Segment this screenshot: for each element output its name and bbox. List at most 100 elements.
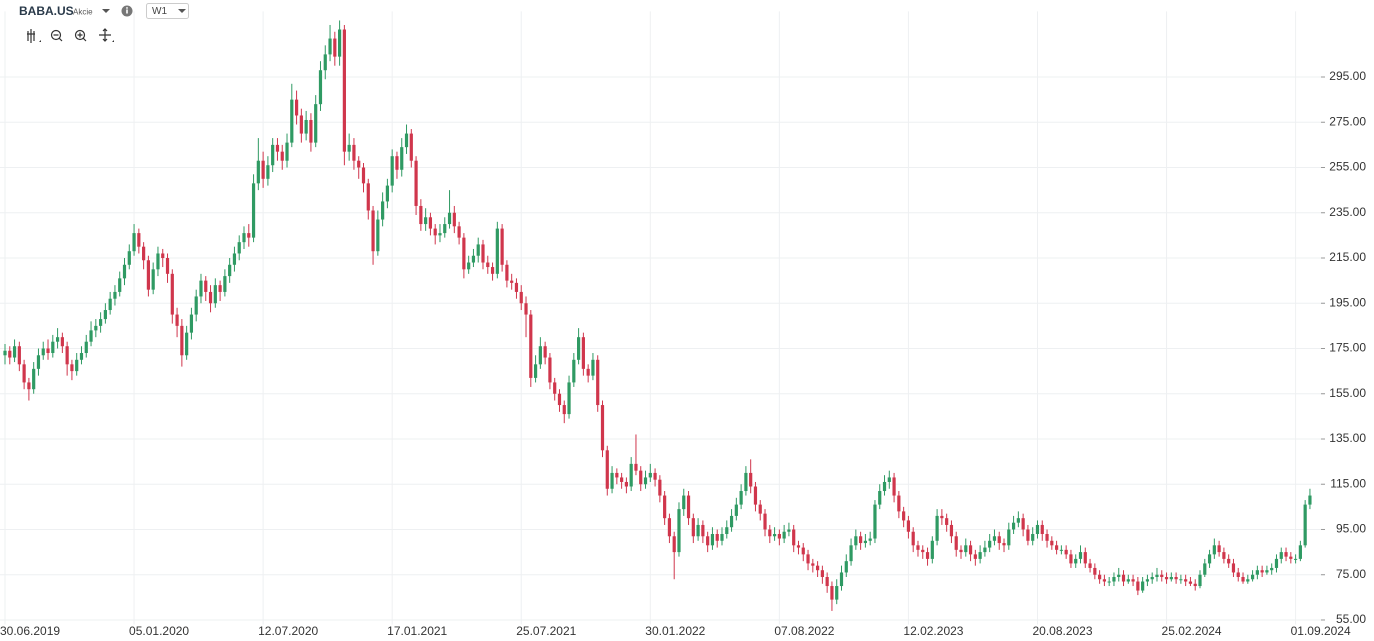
candle-body: [945, 518, 949, 525]
candle-body: [600, 405, 605, 451]
candle-body: [1260, 570, 1264, 573]
candle-body: [352, 144, 356, 161]
candle-body: [801, 547, 805, 555]
x-tick-label: 30.01.2022: [645, 624, 705, 638]
candle-body: [715, 534, 719, 541]
candle-body: [1184, 579, 1188, 582]
candle-body: [251, 183, 256, 238]
candle-body: [347, 144, 351, 152]
candle-body: [99, 319, 103, 326]
candle-body: [146, 260, 150, 290]
candle-body: [792, 529, 796, 546]
candle-body: [180, 325, 184, 356]
interval-dropdown: [178, 9, 186, 13]
candle-body: [854, 536, 858, 546]
candle-body: [1294, 558, 1298, 560]
candle-body: [385, 185, 389, 202]
candle-body: [1164, 576, 1169, 580]
candle-body: [428, 217, 433, 229]
candle-body: [213, 285, 217, 304]
candle-body: [189, 314, 194, 333]
candle-body: [1212, 545, 1216, 555]
candle-body: [1093, 567, 1097, 575]
candle-body: [629, 463, 633, 487]
candle-body: [978, 552, 982, 559]
candle-body: [768, 529, 772, 537]
candle-body: [973, 554, 977, 559]
candle-body: [1308, 495, 1312, 505]
candle-body: [290, 99, 294, 143]
candle-body: [161, 253, 165, 258]
symbol-dropdown[interactable]: [102, 9, 110, 13]
candle-body: [538, 346, 542, 365]
candle-body: [663, 495, 667, 519]
crosshair-icon[interactable]: [99, 28, 111, 42]
candle-body: [208, 291, 213, 304]
interval-select[interactable]: [146, 3, 189, 19]
candle-body: [968, 545, 973, 555]
candle-body: [1203, 563, 1207, 575]
candle-body: [930, 540, 934, 559]
candle-body: [304, 119, 308, 134]
candle-body: [1059, 549, 1063, 551]
y-tick-label: 255.00: [1329, 160, 1366, 174]
candle-body: [490, 267, 495, 274]
candle-body: [1007, 529, 1011, 546]
candle-body: [639, 470, 643, 485]
candle-body: [75, 359, 79, 372]
candle-body: [658, 479, 662, 496]
candle-body: [137, 233, 141, 247]
candle-body: [811, 563, 815, 566]
y-tick-label: 195.00: [1329, 295, 1366, 309]
candle-body: [261, 160, 265, 179]
zoom-in-icon[interactable]: [74, 29, 86, 41]
candle-body: [758, 504, 762, 514]
candle-body: [452, 212, 456, 227]
candle-body: [706, 536, 710, 546]
candle-body: [12, 346, 17, 358]
candle-body: [882, 481, 887, 492]
candle-body: [729, 515, 734, 528]
candle-body: [1117, 574, 1121, 577]
candle-body: [710, 534, 715, 546]
candle-body: [376, 219, 380, 252]
zoom-out-icon[interactable]: [50, 29, 62, 41]
candle-body: [1045, 534, 1049, 541]
candle-body: [1169, 576, 1173, 580]
candle-body: [844, 561, 848, 573]
candle-body: [667, 518, 672, 537]
candle-body: [151, 269, 155, 290]
candle-body: [309, 119, 313, 143]
candle-body: [610, 472, 614, 489]
candle-body: [1207, 554, 1212, 564]
candle-body: [103, 310, 107, 320]
candle-body: [132, 233, 136, 252]
candle-body: [696, 524, 700, 537]
candle-body: [519, 291, 523, 304]
candle-body: [782, 531, 786, 539]
candle-body: [983, 547, 987, 553]
candle-body: [467, 262, 471, 270]
candle-body: [878, 491, 882, 505]
candle-body: [84, 341, 88, 354]
candle-body: [581, 337, 585, 369]
candle-body: [390, 156, 394, 186]
candle-body: [275, 144, 280, 152]
x-tick-label: 17.01.2021: [387, 624, 447, 638]
candle-body: [165, 257, 170, 274]
y-tick-label: 235.00: [1329, 205, 1366, 219]
y-tick-label: 215.00: [1329, 250, 1366, 264]
chart-type-icon[interactable]: [27, 29, 35, 43]
candle-body: [271, 144, 275, 166]
candle-body: [17, 346, 21, 365]
candle-body: [1136, 581, 1140, 591]
y-tick-label: 75.00: [1336, 567, 1366, 581]
candle-body: [849, 545, 853, 562]
candle-body: [194, 296, 198, 315]
candle-body: [1217, 545, 1221, 553]
candle-body: [1160, 574, 1164, 577]
candle-body: [266, 165, 270, 179]
candle-body: [328, 38, 332, 55]
candle-body: [1174, 576, 1178, 580]
candle-body: [55, 337, 60, 342]
